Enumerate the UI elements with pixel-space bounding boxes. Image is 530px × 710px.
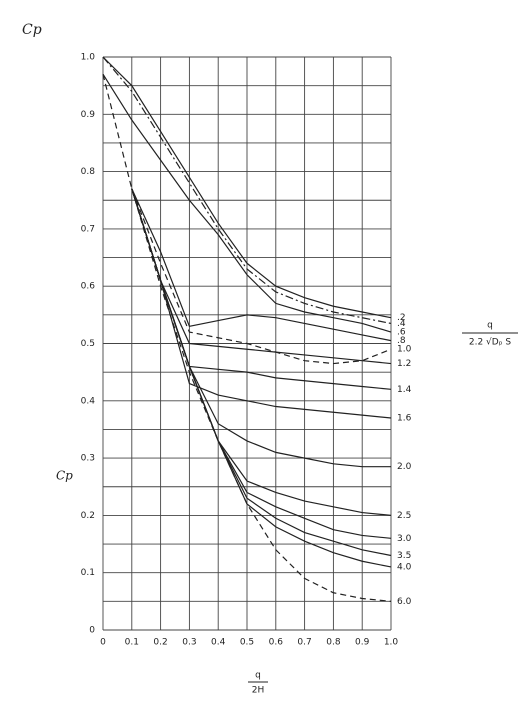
x-tick-label: 0.6 xyxy=(269,638,284,648)
y-tick-label: 0.5 xyxy=(81,339,95,349)
x-label-denominator: 2H xyxy=(252,686,265,696)
y-tick-label: 0 xyxy=(89,626,95,636)
y-tick-label: 0.9 xyxy=(81,110,96,120)
curve-label: 2.0 xyxy=(397,462,412,472)
curve-label: .6 xyxy=(397,328,406,338)
y-tick-label: 1.0 xyxy=(81,53,96,63)
y-tick-label: 0.1 xyxy=(81,568,95,578)
x-tick-label: 0.9 xyxy=(355,638,370,648)
curve-label: 3.0 xyxy=(397,534,412,544)
chart-title: Cp xyxy=(22,22,42,38)
curve-label: 1.6 xyxy=(397,413,412,423)
x-tick-label: 0.1 xyxy=(125,638,139,648)
x-label-numerator: q xyxy=(255,671,261,681)
curve-label: .8 xyxy=(397,336,406,346)
curve-label: 2.5 xyxy=(397,511,411,521)
y-tick-label: 0.2 xyxy=(81,511,95,521)
curve xyxy=(131,188,392,365)
curve xyxy=(131,188,392,342)
curve-label: 3.5 xyxy=(397,551,411,561)
curve-label: 1.4 xyxy=(397,385,412,395)
curve-label: 1.0 xyxy=(397,345,412,355)
curve xyxy=(102,74,392,365)
curve-label: .4 xyxy=(397,319,406,329)
x-tick-label: 0.5 xyxy=(240,638,254,648)
curve xyxy=(131,188,392,516)
annotation-numerator: q xyxy=(487,321,493,331)
curve xyxy=(131,188,392,419)
x-tick-label: 0.7 xyxy=(297,638,311,648)
y-tick-label: 0.7 xyxy=(81,224,95,234)
curve xyxy=(102,73,392,333)
curve xyxy=(131,188,391,468)
y-tick-label: 0.3 xyxy=(81,454,95,464)
curve xyxy=(131,188,392,539)
y-tick-label: 0.8 xyxy=(81,167,96,177)
annotation-denominator: 2.2 √Dₚ S xyxy=(469,337,512,348)
x-tick-label: 0 xyxy=(100,638,106,648)
curve-label: 4.0 xyxy=(397,562,412,572)
curve xyxy=(131,188,392,568)
x-tick-label: 0.8 xyxy=(326,638,341,648)
x-tick-label: 0.4 xyxy=(211,638,226,648)
curve xyxy=(102,56,392,319)
curve-label: .2 xyxy=(397,313,406,323)
x-tick-label: 0.2 xyxy=(153,638,167,648)
y-tick-label: 0.4 xyxy=(81,396,96,406)
curve-label: 1.2 xyxy=(397,359,411,369)
y-axis-label: Cp xyxy=(56,469,73,483)
x-tick-label: 0.3 xyxy=(182,638,196,648)
x-tick-label: 1.0 xyxy=(384,638,399,648)
y-tick-label: 0.6 xyxy=(81,282,96,292)
curve xyxy=(131,188,392,602)
curve xyxy=(102,56,392,325)
curve-label: 6.0 xyxy=(397,597,412,607)
